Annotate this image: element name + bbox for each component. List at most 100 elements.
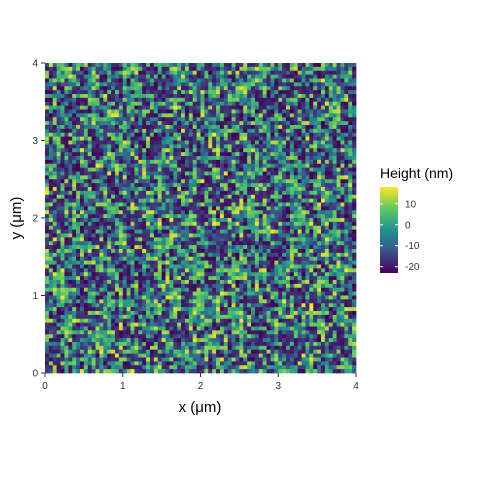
heatmap-cell	[243, 144, 248, 149]
heatmap-cell	[219, 152, 225, 157]
heatmap-cell	[134, 280, 139, 285]
heatmap-cell	[286, 210, 291, 215]
heatmap-cell	[223, 74, 229, 79]
heatmap-cell	[99, 299, 104, 304]
heatmap-cell	[72, 144, 77, 149]
heatmap-cell	[192, 291, 197, 296]
heatmap-cell	[56, 194, 61, 199]
heatmap-cell	[297, 136, 302, 141]
heatmap-cell	[243, 163, 248, 168]
heatmap-cell	[134, 125, 139, 130]
heatmap-cell	[91, 280, 96, 285]
heatmap-cell	[184, 94, 190, 99]
heatmap-cell	[122, 303, 127, 308]
heatmap-cell	[99, 101, 104, 106]
heatmap-cell	[324, 90, 330, 95]
heatmap-cell	[352, 225, 357, 230]
heatmap-cell	[188, 94, 194, 99]
heatmap-cell	[111, 229, 116, 234]
heatmap-cell	[169, 63, 174, 68]
heatmap-cell	[114, 101, 120, 106]
heatmap-cell	[274, 241, 279, 246]
heatmap-cell	[95, 225, 100, 230]
heatmap-cell	[192, 299, 197, 304]
heatmap-cell	[254, 66, 260, 72]
heatmap-cell	[83, 225, 89, 230]
heatmap-cell	[56, 291, 61, 296]
heatmap-cell	[87, 287, 92, 292]
heatmap-cell	[278, 140, 283, 145]
heatmap-cell	[321, 237, 326, 242]
heatmap-cell	[169, 175, 174, 180]
heatmap-cell	[130, 156, 135, 161]
heatmap-cell	[216, 256, 221, 261]
heatmap-cell	[301, 183, 306, 188]
heatmap-cell	[282, 299, 287, 304]
heatmap-cell	[223, 132, 229, 137]
heatmap-cell	[130, 140, 135, 145]
heatmap-cell	[142, 252, 147, 258]
heatmap-cell	[157, 295, 162, 300]
heatmap-cell	[149, 218, 155, 223]
heatmap-cell	[196, 287, 201, 292]
heatmap-cell	[251, 241, 256, 246]
heatmap-cell	[270, 218, 275, 223]
heatmap-cell	[103, 276, 108, 281]
heatmap-cell	[231, 256, 236, 261]
heatmap-cell	[282, 194, 287, 199]
heatmap-cell	[60, 136, 65, 141]
heatmap-cell	[212, 97, 217, 103]
heatmap-cell	[72, 183, 77, 188]
heatmap-cell	[76, 249, 81, 254]
heatmap-cell	[134, 276, 139, 281]
heatmap-cell	[254, 268, 260, 273]
heatmap-cell	[216, 128, 221, 134]
heatmap-cell	[262, 252, 267, 258]
heatmap-cell	[114, 125, 120, 130]
heatmap-cell	[301, 202, 306, 207]
heatmap-cell	[313, 152, 318, 157]
heatmap-cell	[60, 190, 65, 196]
heatmap-cell	[200, 66, 205, 72]
heatmap-cell	[200, 264, 205, 269]
heatmap-cell	[52, 113, 58, 118]
heatmap-cell	[118, 249, 124, 254]
heatmap-cell	[103, 144, 108, 149]
heatmap-cell	[181, 252, 186, 258]
heatmap-cell	[289, 194, 295, 199]
heatmap-cell	[204, 225, 209, 230]
heatmap-cell	[324, 156, 330, 161]
heatmap-cell	[231, 97, 236, 103]
heatmap-cell	[48, 237, 54, 242]
heatmap-cell	[111, 136, 116, 141]
heatmap-cell	[324, 233, 330, 238]
heatmap-cell	[56, 225, 61, 230]
heatmap-cell	[130, 218, 135, 223]
heatmap-cell	[216, 283, 221, 289]
heatmap-cell	[91, 121, 96, 126]
heatmap-cell	[181, 179, 186, 184]
heatmap-cell	[219, 249, 225, 254]
heatmap-cell	[45, 125, 50, 130]
heatmap-cell	[282, 237, 287, 242]
heatmap-cell	[64, 66, 69, 72]
heatmap-cell	[247, 183, 252, 188]
heatmap-cell	[223, 167, 229, 172]
heatmap-cell	[184, 105, 190, 110]
heatmap-cell	[126, 256, 131, 261]
heatmap-cell	[216, 276, 221, 281]
heatmap-cell	[212, 276, 217, 281]
heatmap-cell	[262, 295, 267, 300]
heatmap-cell	[161, 225, 166, 230]
heatmap-cell	[254, 276, 260, 281]
heatmap-cell	[309, 187, 314, 192]
heatmap-cell	[216, 97, 221, 103]
heatmap-cell	[169, 101, 174, 106]
heatmap-cell	[173, 90, 178, 95]
heatmap-cell	[103, 140, 108, 145]
heatmap-cell	[219, 276, 225, 281]
heatmap-cell	[165, 159, 170, 165]
heatmap-cell	[188, 117, 194, 122]
heatmap-cell	[278, 163, 283, 168]
heatmap-cell	[192, 70, 197, 75]
